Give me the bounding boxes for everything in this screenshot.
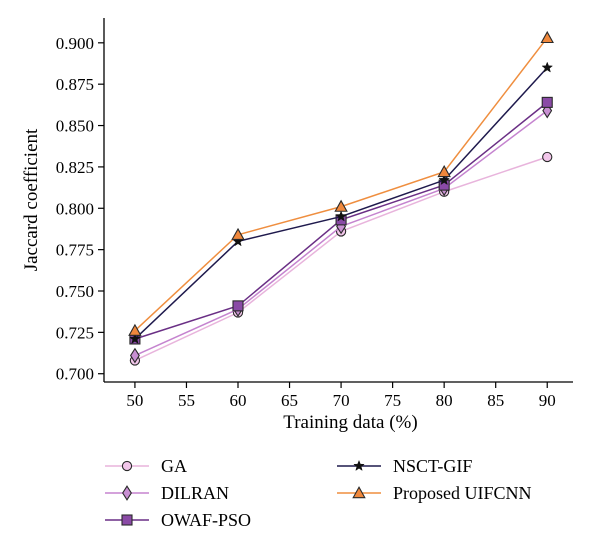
legend-marker: [353, 459, 365, 471]
series-layer: [128, 30, 554, 366]
y-tick-label: 0.700: [56, 365, 94, 384]
x-tick-label: 65: [281, 391, 298, 410]
y-tick-label: 0.900: [56, 34, 94, 53]
x-tick-label: 60: [230, 391, 247, 410]
legend-label: OWAF-PSO: [161, 510, 251, 530]
data-point: [541, 61, 554, 73]
x-tick-label: 50: [126, 391, 143, 410]
legend-marker: [121, 514, 133, 526]
x-tick-label: 85: [487, 391, 504, 410]
legend: GA DILRAN OWAF-PSO NSCT-GIF Proposed UIFCNN: [105, 456, 532, 530]
x-tick-label: 70: [333, 391, 350, 410]
series-ga: [129, 151, 553, 366]
data-point: [335, 210, 347, 222]
data-point: [540, 30, 554, 44]
axes: 50 55 60 65 70 75 80 85 90 0.700 0.725 0.750 0.775 0.…: [21, 18, 573, 433]
x-tick-label: 90: [539, 391, 556, 410]
y-tick-label: 0.875: [56, 75, 94, 94]
series-proposed-uifcnn: [128, 30, 554, 336]
y-tick-label: 0.800: [56, 199, 94, 218]
y-tick-label: 0.725: [56, 323, 94, 342]
x-tick-label: 55: [178, 391, 195, 410]
y-axis-title: Jaccard coefficient: [21, 128, 42, 271]
legend-item: GA: [105, 456, 187, 476]
series-line: [134, 156, 548, 362]
data-point: [232, 300, 244, 312]
legend-marker: [121, 460, 133, 472]
y-tick-label: 0.850: [56, 117, 94, 136]
data-point: [231, 227, 245, 240]
series-owaf-pso: [129, 96, 553, 345]
legend-marker: [122, 485, 132, 501]
legend-label: NSCT-GIF: [393, 456, 472, 476]
data-point: [542, 151, 553, 163]
series-dilran: [129, 102, 553, 364]
legend-item: NSCT-GIF: [337, 456, 472, 476]
y-tick-label: 0.825: [56, 158, 94, 177]
data-point: [438, 174, 450, 186]
data-point: [541, 96, 553, 108]
legend-label: GA: [161, 456, 187, 476]
y-tick-label: 0.775: [56, 241, 94, 260]
legend-item: Proposed UIFCNN: [337, 483, 532, 503]
data-point: [334, 199, 348, 212]
legend-label: DILRAN: [161, 483, 229, 503]
data-point: [128, 323, 142, 336]
series-line: [134, 37, 548, 332]
legend-label: Proposed UIFCNN: [393, 483, 532, 503]
data-point: [129, 332, 141, 344]
data-point: [129, 347, 140, 364]
x-tick-label: 80: [436, 391, 453, 410]
x-tick-label: 75: [384, 391, 401, 410]
data-point: [437, 164, 451, 178]
legend-item: OWAF-PSO: [105, 510, 251, 530]
y-tick-label: 0.750: [56, 282, 94, 301]
legend-item: DILRAN: [105, 483, 229, 503]
x-axis-title: Training data (%): [283, 412, 417, 433]
legend-marker: [352, 486, 366, 499]
